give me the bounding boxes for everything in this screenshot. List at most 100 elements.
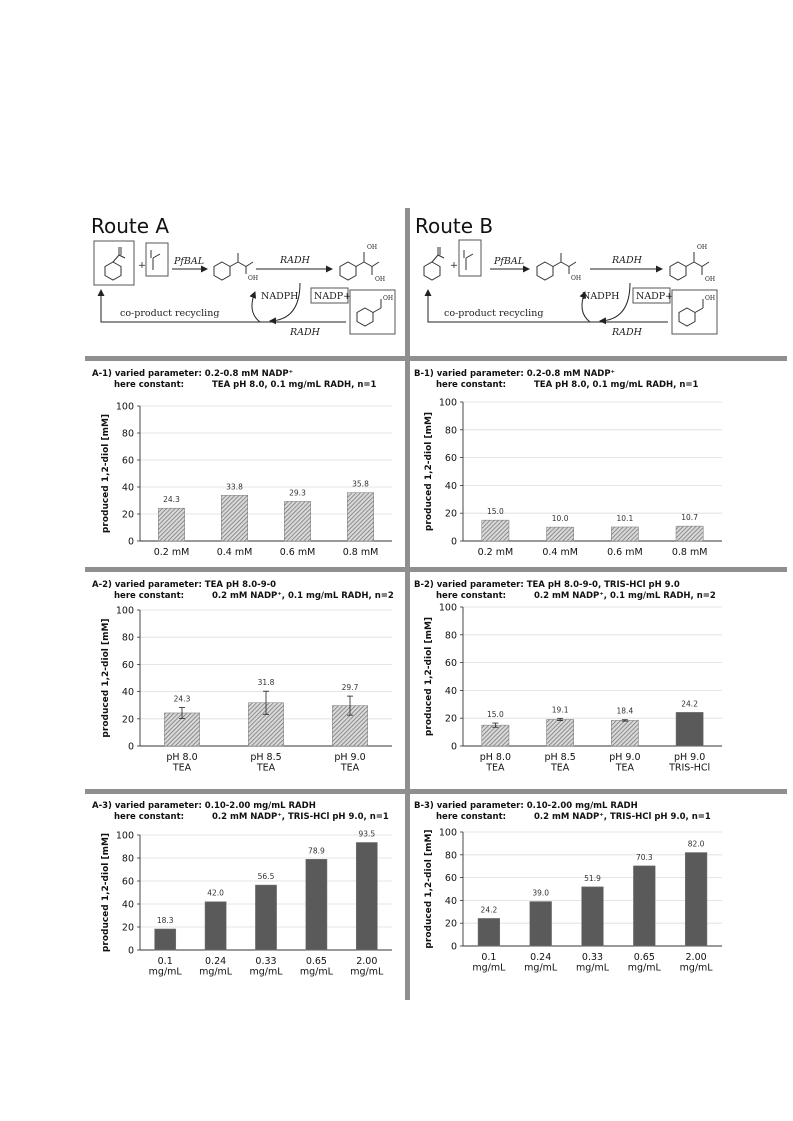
- horizontal-divider-1: [85, 356, 787, 361]
- y-tick-label: 80: [445, 850, 457, 861]
- x-category-label: mg/mL: [350, 967, 384, 978]
- x-category-label: pH 9.0: [609, 752, 640, 763]
- chart-header-line2-value: 0.2 mM NADP⁺, TRIS-HCl pH 9.0, n=1: [534, 812, 711, 822]
- benzaldehyde-structure-b: [423, 247, 445, 281]
- acetaldehyde-box-b: [458, 239, 482, 277]
- chart-header-line2-label: here constant:: [114, 380, 184, 390]
- y-tick-label: 80: [122, 633, 134, 644]
- data-label: 42.0: [207, 889, 224, 898]
- data-label: 24.2: [481, 905, 498, 914]
- data-label: 18.4: [617, 707, 634, 716]
- y-tick-label: 80: [122, 429, 134, 440]
- bar: [477, 918, 501, 947]
- y-tick-label: 0: [451, 537, 457, 548]
- oh-label-b2: OH: [697, 244, 707, 251]
- chart-header-line2-label: here constant:: [436, 591, 506, 601]
- y-tick-label: 100: [439, 603, 457, 614]
- x-category-label: 0.65: [634, 952, 655, 963]
- data-label: 29.7: [342, 683, 359, 692]
- enzyme-pfbal-a: PfBAL: [173, 256, 204, 267]
- x-category-label: 0.33: [255, 956, 276, 967]
- y-tick-label: 40: [122, 687, 134, 698]
- x-category-label: mg/mL: [472, 963, 506, 974]
- x-category-label: 0.24: [530, 952, 551, 963]
- nadp-label-a: NADP+: [314, 291, 351, 302]
- oh-label-a2: OH: [367, 244, 377, 251]
- bar: [255, 884, 277, 951]
- chart-header-line1: B-1) varied parameter: 0.2-0.8 mM NADP⁺: [414, 369, 615, 379]
- chart-panel-b-3: B-3) varied parameter: 0.10-2.00 mg/mL R…: [414, 801, 722, 974]
- bar: [481, 519, 510, 542]
- x-category-label: mg/mL: [149, 967, 183, 978]
- y-tick-label: 60: [445, 453, 457, 464]
- chart-header-line1: B-3) varied parameter: 0.10-2.00 mg/mL R…: [414, 801, 638, 811]
- chart-header-line2-value: TEA pH 8.0, 0.1 mg/mL RADH, n=1: [534, 380, 698, 390]
- y-tick-label: 0: [128, 537, 134, 548]
- data-label: 31.8: [258, 678, 275, 687]
- acetaldehyde-box: [145, 242, 169, 277]
- bar: [529, 901, 552, 947]
- recycling-arrow-b: [424, 289, 668, 323]
- x-category-label: TEA: [550, 763, 570, 774]
- x-category-label: 0.33: [582, 952, 603, 963]
- acetaldehyde-structure-b: [463, 250, 474, 270]
- bar: [611, 720, 639, 747]
- bar: [675, 525, 704, 542]
- chart-header-line2-label: here constant:: [114, 812, 184, 822]
- y-tick-label: 40: [445, 481, 457, 492]
- benzylalcohol-box-a: [349, 289, 396, 335]
- y-tick-label: 100: [439, 828, 457, 839]
- bar: [305, 859, 328, 951]
- y-axis-label: produced 1,2-diol [mM]: [424, 829, 434, 948]
- y-tick-label: 0: [128, 742, 134, 753]
- y-tick-label: 20: [122, 510, 134, 521]
- plus-sign-b: +: [450, 260, 458, 271]
- data-label: 10.7: [681, 513, 698, 522]
- bar: [154, 928, 177, 951]
- bar: [347, 492, 374, 542]
- chart-header-line2-value: TEA pH 8.0, 0.1 mg/mL RADH, n=1: [212, 380, 376, 390]
- benzylalcohol-box-b: [671, 289, 718, 335]
- data-label: 56.5: [258, 872, 275, 881]
- y-tick-label: 100: [439, 398, 457, 409]
- data-label: 33.8: [226, 482, 243, 491]
- oh-label-b4: OH: [705, 295, 715, 302]
- nadp-box-a: [310, 287, 349, 304]
- y-tick-label: 40: [122, 483, 134, 494]
- data-label: 10.0: [552, 514, 569, 523]
- chart-header-line2-value: 0.2 mM NADP⁺, 0.1 mg/mL RADH, n=2: [212, 591, 394, 601]
- y-tick-label: 80: [445, 630, 457, 641]
- chart-header-line2-value: 0.2 mM NADP⁺, 0.1 mg/mL RADH, n=2: [534, 591, 716, 601]
- y-tick-label: 20: [122, 923, 134, 934]
- horizontal-divider-2: [85, 567, 787, 572]
- data-label: 35.8: [352, 480, 369, 489]
- nadp-label-b: NADP+: [636, 291, 673, 302]
- x-category-label: 0.1: [158, 956, 173, 967]
- x-category-label: 0.24: [205, 956, 226, 967]
- chart-panel-a-3: A-3) varied parameter: 0.10-2.00 mg/mL R…: [92, 801, 392, 978]
- data-label: 82.0: [688, 840, 705, 849]
- diol-structure-a: [339, 252, 380, 281]
- x-category-label: 0.65: [306, 956, 327, 967]
- y-tick-label: 80: [122, 854, 134, 865]
- y-tick-label: 100: [116, 402, 134, 413]
- chart-header-line1: A-1) varied parameter: 0.2-0.8 mM NADP⁺: [92, 369, 293, 379]
- horizontal-divider-3: [85, 789, 787, 794]
- y-axis-label: produced 1,2-diol [mM]: [424, 617, 434, 736]
- x-category-label: 2.00: [686, 952, 707, 963]
- oh-label-a4: OH: [383, 295, 393, 302]
- x-category-label: 0.6 mM: [607, 547, 643, 558]
- y-tick-label: 20: [445, 714, 457, 725]
- data-label: 10.1: [617, 514, 634, 523]
- enzyme-radh-b: RADH: [611, 255, 643, 266]
- y-axis-label: produced 1,2-diol [mM]: [101, 833, 111, 952]
- x-category-label: mg/mL: [300, 967, 334, 978]
- cofactor-cycle-arc-b2: [579, 291, 591, 323]
- nadph-label-a: NADPH: [261, 291, 298, 302]
- plus-sign-a: +: [138, 260, 146, 271]
- x-category-label: TRIS-HCl: [668, 763, 710, 774]
- benzylalcohol-structure-b: [678, 299, 704, 327]
- recycling-label-a: co-product recycling: [120, 308, 219, 319]
- bar: [546, 526, 574, 542]
